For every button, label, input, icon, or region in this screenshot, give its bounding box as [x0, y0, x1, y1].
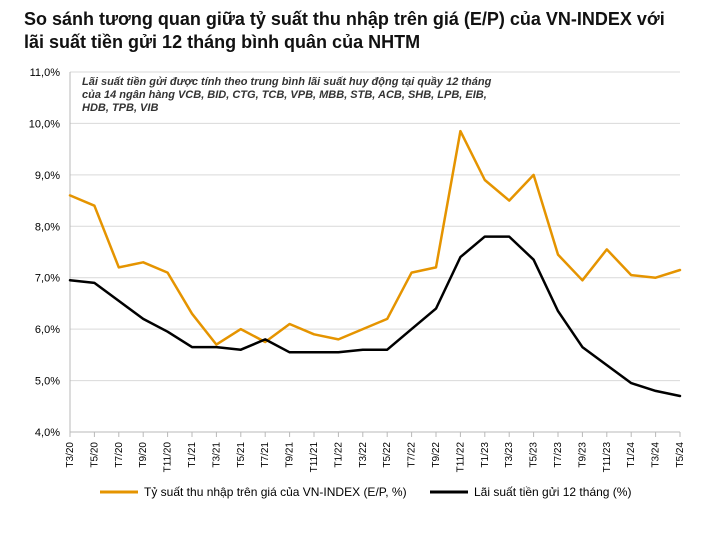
x-tick-label: T11/22 — [455, 442, 466, 473]
x-tick-label: T5/23 — [529, 442, 540, 468]
x-tick-label: T3/20 — [65, 442, 76, 468]
chart-area: 4,0% 5,0% 6,0% 7,0% 8,0% 9,0% 10,0% 11,0% T3/20 T… — [0, 62, 709, 536]
y-tick-label: 5,0% — [35, 376, 60, 388]
chart-note: Lãi suất tiền gửi được tính theo trung b… — [82, 76, 509, 116]
y-tick-label: 6,0% — [35, 324, 60, 336]
x-tick-label: T7/20 — [114, 442, 125, 468]
line-chart-svg: 4,0% 5,0% 6,0% 7,0% 8,0% 9,0% 10,0% 11,0% T3/20 T… — [0, 62, 709, 536]
x-tick-label: T1/24 — [626, 442, 637, 468]
x-tick-label: T5/22 — [382, 442, 393, 468]
series-line-0 — [70, 131, 680, 345]
x-tick-label: T5/24 — [675, 442, 686, 468]
x-tick-label: T1/23 — [480, 442, 491, 468]
y-tick-label: 11,0% — [30, 67, 61, 79]
x-tick-label: T11/20 — [163, 442, 174, 473]
x-tick-label: T5/21 — [236, 442, 247, 468]
x-tick-label: T11/23 — [602, 442, 613, 473]
series-line-1 — [70, 237, 680, 396]
x-tick-label: T9/22 — [431, 442, 442, 468]
x-tick-label: T5/20 — [89, 442, 100, 468]
y-tick-label: 7,0% — [35, 273, 60, 285]
x-tick-label: T1/22 — [333, 442, 344, 468]
x-tick-label: T7/22 — [407, 442, 418, 468]
y-tick-label: 9,0% — [35, 170, 60, 182]
y-tick-label: 8,0% — [35, 221, 60, 233]
x-tick-label: T3/24 — [651, 442, 662, 468]
x-tick-label: T3/22 — [358, 442, 369, 468]
x-tick-label: T7/23 — [553, 442, 564, 468]
x-tick-label: T3/21 — [211, 442, 222, 468]
x-tick-label: T11/21 — [309, 442, 320, 473]
x-tick-label: T9/20 — [138, 442, 149, 468]
x-tick-label: T9/21 — [285, 442, 296, 468]
x-tick-label: T9/23 — [577, 442, 588, 468]
x-tick-label: T7/21 — [260, 442, 271, 468]
legend-label: Lãi suất tiền gửi 12 tháng (%) — [474, 485, 631, 499]
y-tick-label: 4,0% — [35, 427, 60, 439]
x-tick-label: T1/21 — [187, 442, 198, 468]
legend-label: Tỷ suất thu nhập trên giá của VN-INDEX (… — [144, 485, 407, 499]
x-tick-label: T3/23 — [504, 442, 515, 468]
y-tick-label: 10,0% — [29, 118, 60, 130]
chart-title: So sánh tương quan giữa tỷ suất thu nhập… — [24, 8, 689, 53]
